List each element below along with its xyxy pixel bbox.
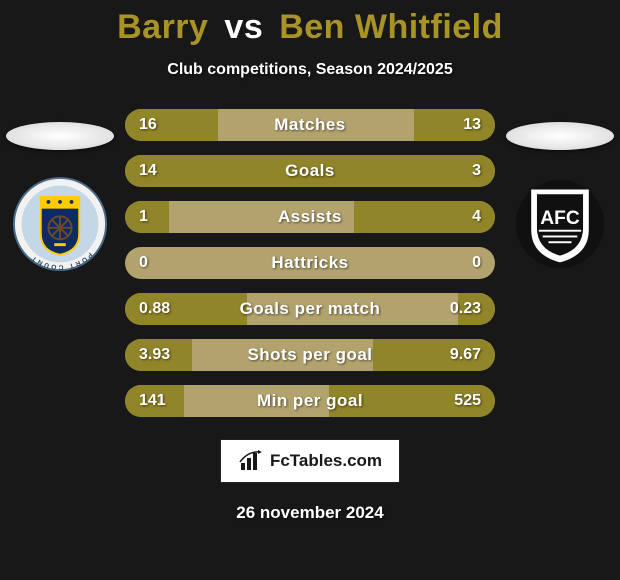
- player2-name: Ben Whitfield: [279, 8, 503, 46]
- stat-bar: 1613Matches: [125, 109, 495, 141]
- spotlight-right: [506, 122, 614, 150]
- date: 26 november 2024: [236, 503, 383, 523]
- club-crest-right: AFC: [512, 176, 608, 272]
- fctables-logo: FcTables.com: [220, 439, 400, 483]
- logo-suffix: Tables.com: [290, 451, 382, 470]
- chart-icon: [238, 449, 266, 473]
- subtitle: Club competitions, Season 2024/2025: [167, 61, 452, 79]
- stat-label: Goals per match: [125, 293, 495, 325]
- stat-bar: 0.880.23Goals per match: [125, 293, 495, 325]
- logo-text: FcTables.com: [270, 451, 382, 471]
- stat-bar: 143Goals: [125, 155, 495, 187]
- svg-text:AFC: AFC: [540, 208, 580, 229]
- stat-label: Min per goal: [125, 385, 495, 417]
- comparison-title: Barry vs Ben Whitfield: [117, 8, 503, 47]
- vs-text: vs: [224, 8, 263, 46]
- logo-prefix: Fc: [270, 451, 290, 470]
- stat-bar: 00Hattricks: [125, 247, 495, 279]
- stat-label: Goals: [125, 155, 495, 187]
- player1-name: Barry: [117, 8, 208, 46]
- stat-bar: 141525Min per goal: [125, 385, 495, 417]
- stat-bars: 1613Matches 143Goals 14Assists 00Hattricks 0…: [125, 109, 495, 417]
- stat-bar: 3.939.67Shots per goal: [125, 339, 495, 371]
- stat-label: Assists: [125, 201, 495, 233]
- stat-label: Hattricks: [125, 247, 495, 279]
- spotlight-left: [6, 122, 114, 150]
- stat-bar: 14Assists: [125, 201, 495, 233]
- club-crest-left: PORT COUNT: [12, 176, 108, 272]
- stat-label: Matches: [125, 109, 495, 141]
- stat-label: Shots per goal: [125, 339, 495, 371]
